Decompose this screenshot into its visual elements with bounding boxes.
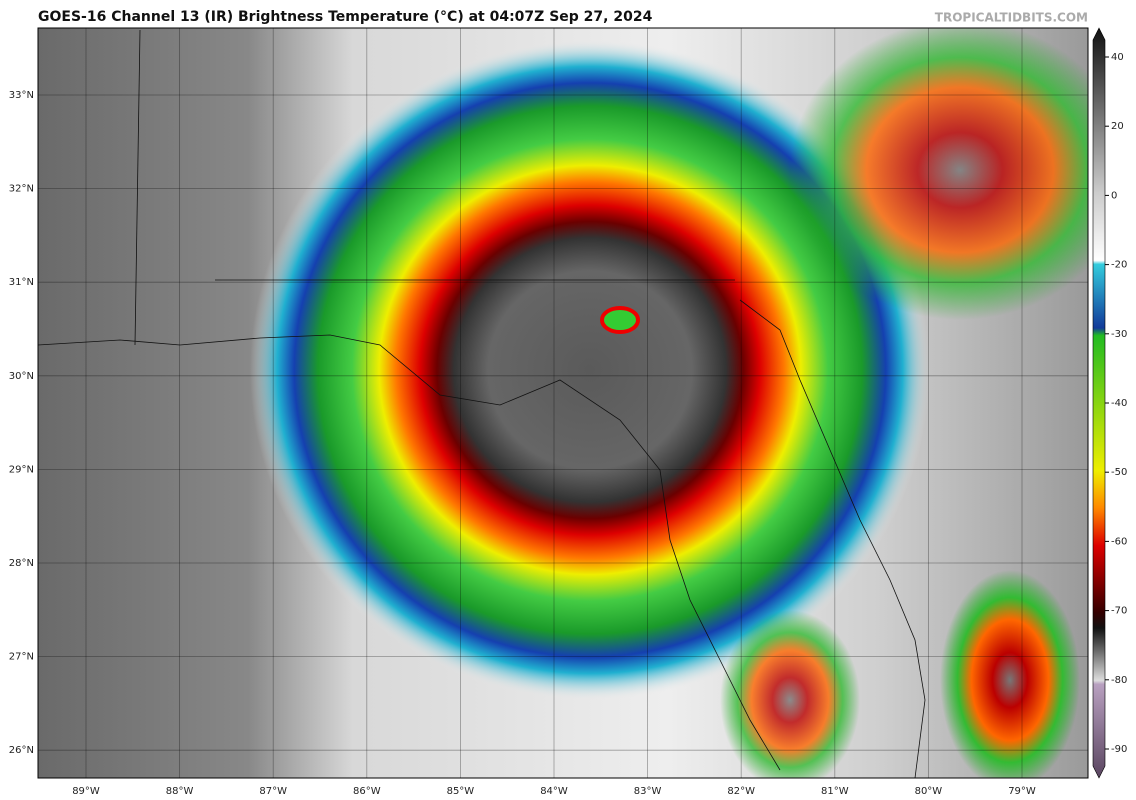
longitude-label: 80°W	[915, 786, 943, 797]
longitude-label: 82°W	[727, 786, 755, 797]
cloud-band	[790, 28, 1088, 320]
longitude-label: 89°W	[72, 786, 100, 797]
latitude-label: 28°N	[9, 558, 34, 569]
latitude-label: 30°N	[9, 371, 34, 382]
colorbar-tick-label: 20	[1111, 121, 1124, 132]
colorbar-tick-label: -80	[1111, 675, 1127, 686]
longitude-label: 79°W	[1008, 786, 1036, 797]
imagery	[38, 28, 1088, 778]
colorbar-tick-label: 0	[1111, 190, 1117, 201]
colorbar-tick-label: -20	[1111, 260, 1127, 271]
map-frame	[37, 27, 1089, 779]
coastline	[38, 29, 926, 778]
latitude-label: 33°N	[9, 90, 34, 101]
cloud-cluster	[720, 610, 860, 778]
longitude-label: 85°W	[447, 786, 475, 797]
longitude-label: 81°W	[821, 786, 849, 797]
latitude-label: 29°N	[9, 464, 34, 475]
hurricane	[250, 40, 930, 700]
longitude-label: 86°W	[353, 786, 381, 797]
colorbar-tick-label: -30	[1111, 329, 1127, 340]
longitude-label: 83°W	[634, 786, 662, 797]
graticule	[38, 28, 1088, 778]
colorbar-tick-label: -90	[1111, 744, 1127, 755]
source: TROPICALTIDBITS.COM	[935, 11, 1088, 25]
latitude-label: 32°N	[9, 184, 34, 195]
colorbar	[1092, 27, 1106, 779]
colorbar-tick-label: -50	[1111, 467, 1127, 478]
longitude-label: 84°W	[540, 786, 568, 797]
colorbar-tick-label: -70	[1111, 606, 1127, 617]
eye	[600, 306, 640, 334]
longitude-label: 87°W	[259, 786, 287, 797]
cloud-cluster	[940, 570, 1080, 778]
longitude-label: 88°W	[166, 786, 194, 797]
latitude-label: 26°N	[9, 745, 34, 756]
latitude-label: 31°N	[9, 277, 34, 288]
colorbar-tick-label: -60	[1111, 536, 1127, 547]
title: GOES-16 Channel 13 (IR) Brightness Tempe…	[38, 9, 653, 25]
colorbar-tick-label: 40	[1111, 52, 1124, 63]
latitude-label: 27°N	[9, 652, 34, 663]
colorbar-tick-label: -40	[1111, 398, 1127, 409]
